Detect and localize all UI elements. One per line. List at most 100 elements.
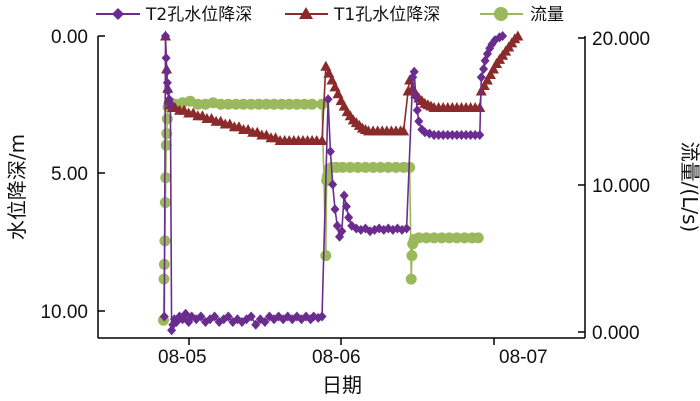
x-tick-label: 08-07: [499, 347, 548, 368]
legend-item-t1: T1孔水位降深: [285, 5, 440, 25]
legend-label-t2: T2孔水位降深: [145, 5, 252, 25]
data-point: [420, 232, 432, 244]
data-point: [163, 86, 173, 96]
legend-item-t2: T2孔水位降深: [96, 5, 252, 25]
data-point: [276, 98, 288, 110]
legend-label-t1: T1孔水位降深: [333, 5, 440, 25]
data-point: [337, 226, 347, 237]
data-point: [299, 98, 310, 110]
data-point: [414, 116, 424, 127]
data-point: [291, 98, 303, 110]
data-point: [161, 128, 173, 140]
data-point: [456, 130, 466, 140]
data-point: [328, 179, 338, 190]
series-1: [160, 30, 524, 145]
data-point: [165, 99, 175, 110]
right-axis-ticks: 20.000 10.000 0.000: [578, 29, 650, 344]
data-point: [339, 190, 349, 201]
data-point: [479, 64, 489, 74]
data-point: [162, 66, 172, 77]
data-point: [344, 212, 354, 223]
data-point: [382, 161, 394, 173]
data-point: [470, 130, 480, 140]
data-point: [413, 232, 425, 244]
data-point: [367, 161, 379, 173]
x-tick-label: 08-06: [312, 347, 361, 368]
data-point: [320, 250, 332, 262]
data-point: [428, 232, 440, 244]
legend-label-flow: 流量: [530, 5, 564, 25]
y2-tick-label: 20.000: [592, 29, 650, 50]
data-point: [337, 161, 349, 173]
data-point: [360, 161, 371, 173]
data-point: [498, 31, 508, 41]
data-point: [332, 220, 342, 231]
data-point: [341, 201, 351, 212]
data-point: [475, 130, 485, 140]
data-point: [438, 130, 448, 140]
data-point: [161, 53, 171, 63]
data-point: [405, 273, 417, 285]
data-point: [409, 66, 419, 77]
data-point: [251, 319, 261, 330]
data-point: [476, 72, 486, 83]
data-point: [436, 232, 448, 244]
data-point: [447, 130, 457, 140]
data-point: [352, 161, 364, 173]
data-point: [487, 63, 499, 74]
data-point: [268, 98, 280, 110]
data-point: [215, 98, 227, 110]
data-point: [375, 161, 387, 173]
data-point: [192, 98, 204, 110]
data-point: [390, 161, 402, 173]
data-point: [481, 74, 493, 85]
data-point: [223, 311, 233, 322]
x-tick-label: 08-05: [158, 347, 207, 368]
data-point: [411, 91, 421, 102]
data-point: [459, 232, 470, 244]
data-point: [443, 130, 453, 140]
data-point: [402, 223, 412, 234]
x-axis-ticks: 08-05 08-06 08-07: [158, 338, 548, 368]
data-point: [466, 130, 476, 140]
data-point: [325, 146, 335, 157]
y-tick-label: 0.00: [51, 27, 88, 48]
data-point: [451, 232, 463, 244]
y2-tick-label: 10.000: [592, 176, 650, 197]
data-point: [434, 130, 444, 140]
data-point: [323, 94, 333, 105]
data-point: [484, 69, 496, 79]
data-point: [406, 250, 418, 262]
y-tick-label: 10.00: [40, 302, 88, 323]
data-point: [316, 135, 328, 145]
data-point: [260, 317, 270, 327]
x-axis-title: 日期: [322, 373, 362, 397]
data-point: [283, 98, 295, 110]
data-point: [160, 172, 172, 184]
data-point: [210, 311, 220, 322]
data-point: [246, 311, 256, 322]
data-point: [344, 161, 356, 173]
data-point: [159, 311, 169, 322]
left-axis-ticks: 0.00 5.00 10.00: [40, 27, 105, 323]
data-point: [443, 232, 455, 244]
y2-axis-title: 流量/(L/s): [678, 142, 700, 233]
data-point: [429, 130, 439, 140]
y-axis-title: 水位降深/m: [5, 134, 29, 240]
data-point: [402, 85, 414, 96]
data-point: [253, 98, 265, 110]
data-point: [161, 31, 171, 41]
y2-tick-label: 0.000: [592, 323, 640, 344]
data-point: [306, 98, 318, 110]
series-0: [159, 31, 508, 336]
data-point: [260, 98, 272, 110]
data-point: [512, 30, 524, 41]
data-point: [162, 77, 172, 88]
data-point: [461, 130, 471, 140]
data-point: [317, 311, 327, 322]
data-point: [452, 130, 462, 140]
legend: T2孔水位降深 T1孔水位降深 流量: [96, 5, 564, 25]
data-point: [412, 105, 422, 116]
data-point: [160, 139, 172, 151]
